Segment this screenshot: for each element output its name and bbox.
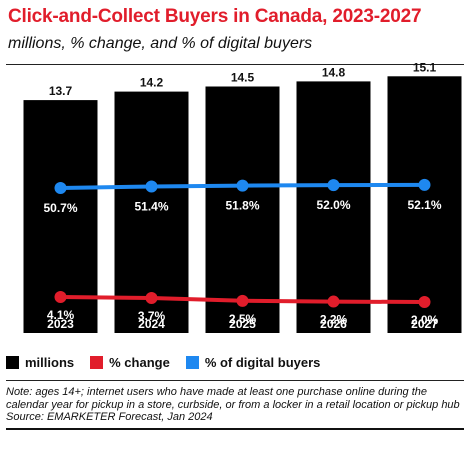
digital-buyers-label-2027: 52.1%	[407, 198, 441, 212]
pct-change-point-2026	[327, 295, 340, 308]
pct-change-label-2023: 4.1%	[47, 308, 75, 322]
legend-item-digital-buyers: % of digital buyers	[185, 355, 321, 370]
pct-change-point-2023	[54, 291, 67, 303]
digital-buyers-point-2023	[54, 182, 67, 194]
digital-buyers-point-2026	[327, 179, 340, 192]
chart-title: Click-and-Collect Buyers in Canada, 2023…	[8, 6, 422, 27]
legend-label-millions: millions	[25, 355, 75, 370]
bar-value-label-2023: 13.7	[49, 84, 73, 98]
bar-value-label-2024: 14.2	[140, 76, 164, 90]
top-divider	[6, 64, 464, 65]
note-text: Note: ages 14+; internet users who have …	[6, 386, 460, 411]
x-tick-label-2027: 2027	[411, 317, 438, 331]
pct-change-point-2027	[418, 296, 431, 309]
legend-swatch-digital-buyers	[185, 356, 199, 369]
digital-buyers-point-2027	[418, 178, 431, 191]
legend-swatch-change	[90, 356, 104, 369]
digital-buyers-label-2026: 52.0%	[316, 198, 350, 212]
x-tick-label-2026: 2026	[320, 317, 347, 331]
bottom-divider	[6, 428, 464, 430]
legend: millions % change % of digital buyers	[6, 355, 336, 370]
pct-change-label-2027: 2.0%	[411, 313, 439, 327]
source-text: Source: EMARKETER Forecast, Jan 2024	[6, 411, 213, 423]
x-tick-label-2025: 2025	[229, 317, 256, 331]
pct-change-point-2025	[236, 294, 249, 307]
pct-change-label-2026: 2.2%	[320, 313, 348, 327]
legend-label-change: % change	[109, 355, 170, 370]
legend-label-digital-buyers: % of digital buyers	[204, 355, 321, 370]
digital-buyers-label-2025: 51.8%	[225, 199, 259, 213]
digital-buyers-label-2024: 51.4%	[134, 199, 168, 213]
bar-2026	[296, 81, 371, 334]
x-tick-label-2023: 2023	[47, 317, 74, 331]
pct-change-label-2025: 2.5%	[229, 312, 257, 326]
bar-2027	[387, 76, 462, 334]
pct-change-label-2024: 3.7%	[138, 309, 166, 323]
digital-buyers-label-2023: 50.7%	[43, 201, 77, 215]
legend-swatch-millions	[6, 356, 19, 369]
chart-area: 13.7 14.2 14.5 14.8 15.1 2023 2024 2025 2026 2027…	[23, 60, 462, 334]
legend-item-change: % change	[90, 355, 170, 370]
legend-item-millions: millions	[6, 355, 74, 370]
digital-buyers-point-2024	[145, 180, 158, 193]
digital-buyers-point-2025	[236, 179, 249, 192]
x-tick-label-2024: 2024	[138, 317, 165, 331]
bar-2025	[205, 86, 280, 333]
bar-value-label-2027: 15.1	[413, 60, 437, 74]
chart-subtitle: millions, % change, and % of digital buy…	[8, 35, 313, 52]
footnote: Note: ages 14+; internet users who have …	[6, 386, 466, 424]
bar-value-label-2026: 14.8	[322, 65, 346, 79]
pct-change-point-2024	[145, 291, 158, 304]
legend-divider	[6, 380, 464, 381]
bar-value-label-2025: 14.5	[231, 71, 255, 85]
